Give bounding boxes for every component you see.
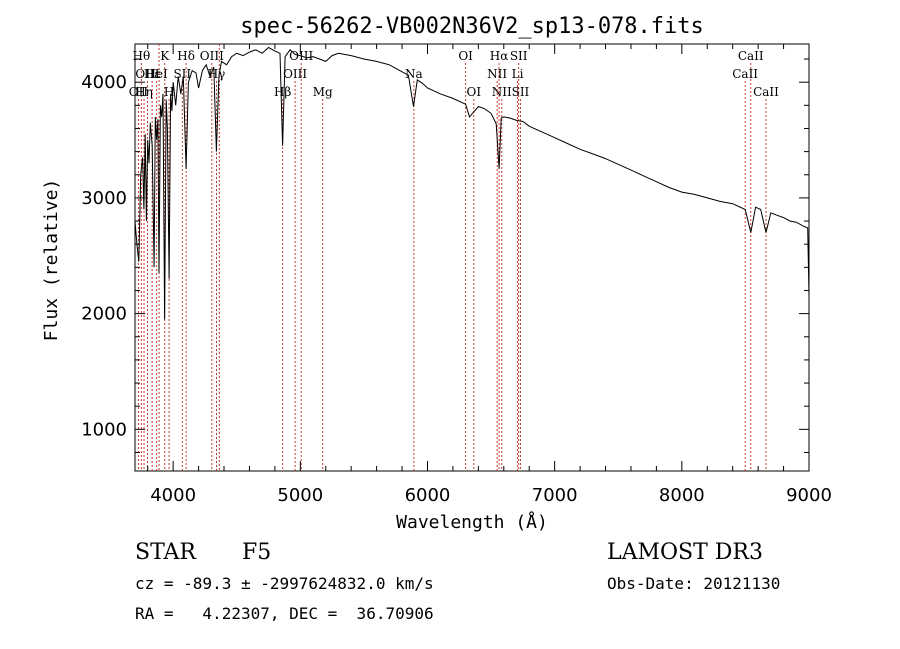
plot-frame [134, 43, 810, 472]
line-label-23: NII [492, 85, 512, 99]
line-label-17: Mg [313, 85, 333, 99]
line-label-5: HeI [145, 67, 168, 81]
y-tick-label: 1000 [81, 419, 127, 440]
survey-name: LAMOST DR3 [607, 540, 763, 565]
y-axis-ticks: 1000 2000 3000 4000 [81, 58, 809, 453]
line-label-14: Hβ [274, 85, 291, 99]
x-axis-label: Wavelength (Å) [396, 511, 548, 533]
line-label-15: OIII [283, 67, 307, 81]
line-label-20: OI [466, 85, 481, 99]
line-label-8: H [164, 85, 174, 99]
line-label-21: NII [487, 67, 507, 81]
x-axis-ticks: 4000 5000 6000 7000 8000 9000 [147, 44, 832, 506]
x-tick-label: 6000 [405, 485, 451, 506]
line-label-0: OII [129, 85, 149, 99]
line-label-18: Na [405, 67, 423, 81]
spectrum-line [134, 46, 810, 320]
x-tick-label: 4000 [150, 485, 196, 506]
observation-date: Obs-Date: 20121130 [607, 574, 781, 593]
line-label-3: OIII [135, 67, 159, 81]
coordinates-line: RA = 4.22307, DEC = 36.70906 [135, 604, 434, 623]
line-label-2: Hη [135, 85, 153, 99]
y-axis-label: Flux (relative) [41, 179, 62, 342]
line-label-12: Hγ [208, 67, 226, 81]
x-tick-label: 8000 [659, 485, 705, 506]
line-label-19: OI [458, 49, 473, 63]
spectral-line-markers [137, 44, 767, 471]
line-label-26: SII [512, 85, 530, 99]
line-label-28: CaII [738, 49, 764, 63]
x-tick-label: 7000 [532, 485, 578, 506]
object-type: STAR [135, 540, 196, 565]
line-label-29: CaII [753, 85, 779, 99]
spectral-subclass: F5 [242, 540, 272, 565]
line-label-11: OIII [200, 49, 224, 63]
line-label-1: Hθ [133, 49, 151, 63]
x-tick-label: 9000 [786, 485, 832, 506]
line-label-10: Hδ [177, 49, 195, 63]
redshift-line: cz = -89.3 ± -2997624832.0 km/s [135, 574, 434, 593]
line-label-22: Hα [490, 49, 509, 63]
line-label-4: Hε [144, 67, 161, 81]
y-tick-label: 2000 [81, 304, 127, 325]
line-label-27: CaII [732, 67, 758, 81]
line-label-7: K [160, 49, 170, 63]
y-tick-label: 3000 [81, 188, 127, 209]
y-tick-label: 4000 [81, 72, 127, 93]
x-tick-label: 5000 [277, 485, 323, 506]
chart-title: spec-56262-VB002N36V2_sp13-078.fits [240, 14, 704, 39]
line-label-24: Li [512, 67, 524, 81]
line-label-25: SII [510, 49, 528, 63]
